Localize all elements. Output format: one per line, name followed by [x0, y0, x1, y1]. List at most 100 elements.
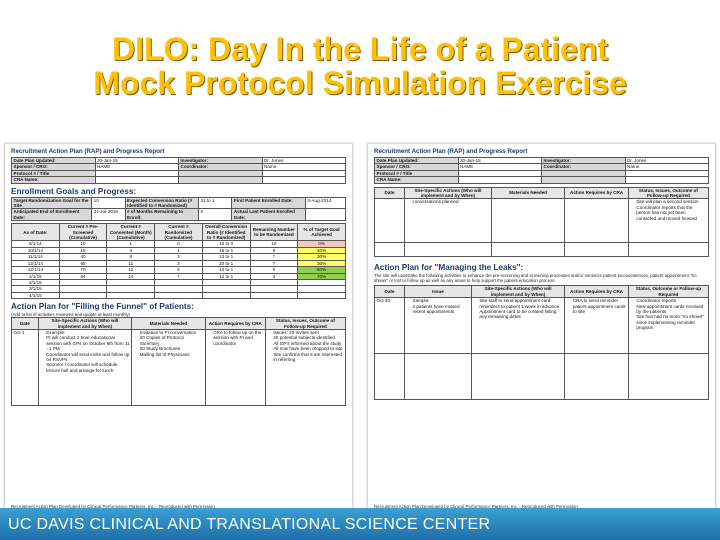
list-item: Sponsor / coordinator will schedule lect… [46, 362, 130, 373]
row-status: Site will plan a second sessionCoordinat… [627, 198, 710, 244]
table-row: Oct 1 Example:PI will conduct 2 hour edu… [11, 328, 347, 406]
goals-cell: 31 to 1 [198, 196, 233, 210]
info-value [624, 169, 709, 178]
list-item: CRA to send reminder patient appointment… [573, 299, 626, 315]
progress-pct: 30% [297, 259, 346, 268]
progress-screened: 15 [58, 246, 108, 255]
list-item: Invitation to PI conversation [140, 330, 203, 335]
funnel-date: Oct 1 [11, 328, 39, 406]
list-item: 20 potential subjects identified [273, 335, 343, 340]
column-header: Action Requires by CRA [564, 285, 629, 299]
enrollment-heading: Enrollment Goals and Progress: [11, 186, 137, 196]
progress-pct: 0% [297, 240, 346, 248]
funnel-note: (Add to list of activities reviewed and … [11, 312, 131, 318]
info-value [624, 176, 709, 184]
info-value [94, 176, 179, 184]
leaks-heading: Action Plan for "Managing the Leaks": [374, 263, 524, 273]
info-value: Name [624, 163, 709, 171]
progress-screened: 70 [58, 266, 108, 274]
footer-banner: UC DAVIS CLINICAL AND TRANSLATIONAL SCIE… [0, 508, 720, 540]
list-item: Coordinator reports that the person has … [636, 205, 706, 221]
institution-name: UC DAVIS CLINICAL AND TRANSLATIONAL SCIE… [8, 516, 491, 533]
progress-date: 4/1/15 [11, 291, 60, 300]
progress-screened: 84 [58, 272, 108, 280]
info-label: CRA Name: [11, 176, 96, 184]
info-table: Date Plan Updated: 30-Jan-15 Investigator:… [11, 156, 346, 184]
column-header: Date [11, 317, 39, 330]
info-value: Dr. Jones [261, 156, 346, 165]
column-header: Current # Consented (Month) (Cumulative) [106, 223, 156, 242]
rap-document-right: Recruitment Action Plan (RAP) and Progre… [367, 143, 716, 513]
column-header: Materials Needed [490, 186, 566, 200]
goals-cell: 6 [198, 208, 233, 222]
leaks-cra: CRA to send reminder patient appointment… [564, 297, 629, 355]
goals-cell: Actual Last Patient Enrolled Date: [231, 208, 306, 222]
row-actions: conversations planned [404, 198, 492, 244]
list-item: PI will conduct 2 hour educational sessi… [46, 335, 130, 351]
info-row: Protocol # / Title [374, 169, 709, 178]
info-value: Dr. Jones [624, 156, 709, 165]
goals-cell: 31-Jul-2015 [91, 208, 126, 222]
table-row [373, 242, 710, 258]
info-row: CRA Name: [374, 176, 709, 184]
funnel-table: Date Site-Specific Actions (Who will impl… [11, 317, 347, 406]
table-row: 11/1/14 40 8 3 13 to 1 7 30% [11, 253, 346, 261]
info-row: Sponsor / CRO: NAME Coordinator: Name [374, 163, 709, 171]
list-item: Coordinator reports [636, 299, 706, 304]
list-item: Example: [46, 330, 130, 335]
leaks-date: Oct 30 [373, 297, 406, 355]
table-row: conversations planned Site will plan a s… [373, 198, 710, 244]
info-label [541, 176, 626, 184]
goals-row: Anticipated End of Enrollment Date: 31-Ju… [10, 208, 347, 222]
column-header: Materials Needed [131, 317, 206, 330]
goals-table: Target Randomization Goal for the Site 10… [10, 196, 347, 222]
list-item: 20 Copies of Protocol Summary [140, 335, 203, 346]
funnel-heading: Action Plan for "Filling the Funnel" of … [11, 302, 194, 312]
list-item: Appointment card to be created listing a… [479, 309, 563, 320]
slide-title-line-2: Mock Protocol Simulation Exercise [93, 65, 627, 101]
info-value [457, 176, 542, 184]
info-row: Sponsor / CRO: NAME Coordinator: Name [11, 163, 346, 171]
funnel-cra: CRA to follow up on the session with PI … [204, 328, 266, 406]
table-row: 1/1/15 84 14 7 12 to 1 3 70% [11, 272, 346, 280]
table-row: 12/1/14 65 11 3 20 to 1 7 30% [11, 259, 346, 268]
list-item: Sample: [413, 299, 470, 304]
info-value: Name [261, 163, 346, 171]
column-header: Site-Specific Actions (Who will implemen… [404, 186, 492, 200]
table-row: 10/1/14 15 4 1 15 to 1 9 10% [11, 246, 346, 255]
progress-screened: 40 [58, 253, 108, 261]
info-table: Date Plan Updated: 30-Jan-15 Investigator:… [374, 156, 709, 184]
progress-consented [106, 291, 156, 300]
goals-cell: # of Months Remaining to Enroll: [124, 208, 200, 222]
column-header: Status, Issues, Outcome of Follow-up Req… [264, 317, 347, 330]
goals-cell: First Patient Enrolled Date: [231, 196, 306, 210]
list-item: 3 patients have missed recent appointmen… [413, 304, 470, 315]
progress-pct: 50% [297, 266, 346, 274]
info-row: Date Plan Updated: 30-Jan-15 Investigator:… [11, 156, 346, 165]
column-header: Issue [404, 285, 472, 299]
slide-title: DILO: Day In the Life of a Patient Mock … [0, 32, 720, 100]
slide-title-line-1: DILO: Day In the Life of a Patient [111, 31, 609, 67]
leaks-table: Date Issue Site-Specific Actions (Who will… [373, 285, 710, 401]
leaks-issue: Sample:3 patients have missed recent app… [404, 297, 472, 355]
info-label [178, 176, 263, 184]
info-label: CRA Name: [374, 176, 459, 184]
goals-cell: Target Randomization Goal for the Site [10, 196, 93, 210]
list-item: Site confirms that 8 are interested in r… [273, 352, 343, 363]
progress-ratio [201, 291, 251, 300]
goals-cell: Expected Conversion Ratio (# Identified … [124, 196, 200, 210]
list-item: conversations planned [413, 200, 490, 205]
column-header: Current # Randomized (Cumulative) [154, 223, 203, 242]
column-header: Overall Conversion Ratio (# Identified t… [201, 223, 251, 242]
goals-cell: 3-Aug-2014 [304, 196, 347, 210]
goals-cell: 10 [91, 196, 126, 210]
goals-cell [304, 208, 347, 222]
progress-pct: 70% [297, 272, 346, 280]
progress-screened: 10 [58, 240, 108, 248]
column-header: % of Target Goal Achieved [297, 223, 346, 242]
row-date [373, 198, 406, 244]
goals-cell: Anticipated End of Enrollment Date: [10, 208, 93, 222]
document-footer: Recruitment Action Plan Developed by Cli… [374, 503, 578, 509]
progress-randomized [154, 291, 203, 300]
progress-screened [58, 291, 108, 300]
